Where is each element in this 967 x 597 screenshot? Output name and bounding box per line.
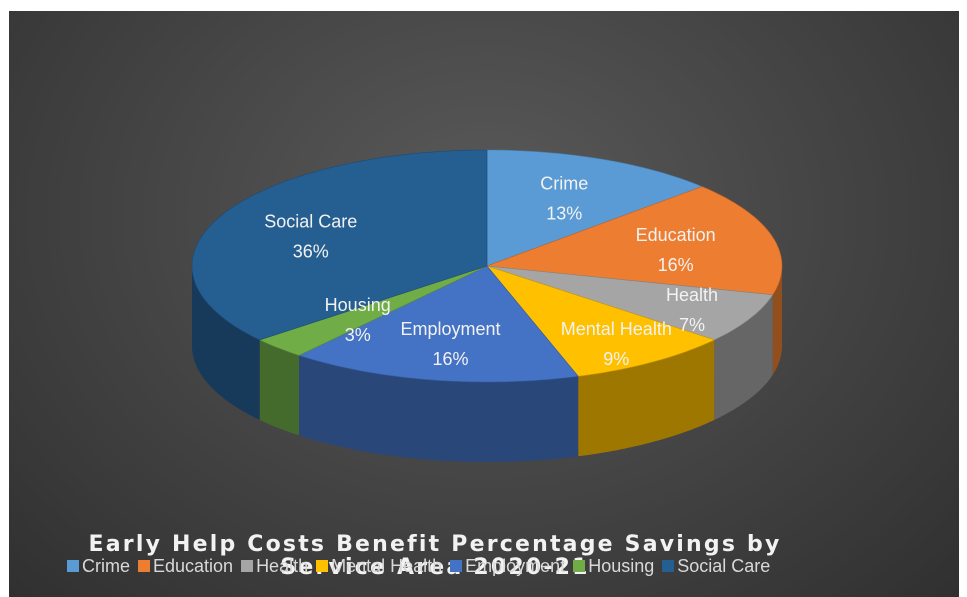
data-label-category: Housing <box>325 295 391 315</box>
legend-label: Health <box>256 555 309 576</box>
slice-employment <box>298 265 579 383</box>
chart-area: Crime 13% Education 16% Health 7% Mental Healt… <box>9 11 959 597</box>
slice-side-education <box>772 266 782 375</box>
legend-label: Housing <box>588 555 655 576</box>
slice-side-housing <box>259 339 299 436</box>
legend-label: Crime <box>82 555 130 576</box>
slice-side-health <box>714 294 773 420</box>
legend-swatch <box>138 560 150 572</box>
slice-side-employment <box>299 355 579 462</box>
data-label-value: 16% <box>658 255 694 275</box>
legend-item: Housing <box>573 556 654 577</box>
data-label-category: Crime <box>540 174 588 194</box>
slice-crime <box>486 149 703 267</box>
slice-housing <box>258 265 488 356</box>
chart-title: Early Help Costs Benefit Percentage Savi… <box>35 533 835 579</box>
legend-swatch <box>573 560 586 572</box>
data-label-category: Education <box>636 225 716 245</box>
legend-swatch <box>450 560 463 572</box>
data-label-value: 3% <box>345 325 371 345</box>
legend-label: Mental Health <box>331 555 443 576</box>
legend-item: Education <box>138 556 233 577</box>
data-label-category: Health <box>666 285 718 305</box>
legend: Crime Education Health Mental Health Employm… <box>67 555 770 577</box>
legend-label: Education <box>153 555 234 576</box>
slice-health <box>486 265 774 341</box>
legend-swatch <box>316 560 329 572</box>
slice-mental-health <box>486 265 716 377</box>
data-label-category: Employment <box>400 319 500 339</box>
legend-label: Social Care <box>677 555 771 576</box>
legend-item: Employment <box>450 556 565 577</box>
slice-social-care <box>191 149 488 341</box>
legend-label: Employment <box>465 555 566 576</box>
data-label-value: 9% <box>603 349 629 369</box>
slice-side-mental-health <box>578 339 715 457</box>
legend-item: Crime <box>67 556 130 577</box>
data-label-category: Social Care <box>264 211 357 231</box>
legend-item: Mental Health <box>316 556 442 577</box>
pie-sides <box>192 266 782 462</box>
data-label-value: 36% <box>293 241 329 261</box>
data-label-value: 16% <box>432 349 468 369</box>
slice-education <box>486 186 783 296</box>
pie-tops <box>191 149 783 383</box>
legend-swatch <box>241 560 254 572</box>
data-label-value: 13% <box>546 204 582 224</box>
data-label-value: 7% <box>679 315 705 335</box>
legend-item: Health <box>241 556 308 577</box>
data-label-category: Mental Health <box>561 319 672 339</box>
pie-chart: Crime 13% Education 16% Health 7% Mental Healt… <box>191 149 783 462</box>
legend-item: Social Care <box>662 556 770 577</box>
legend-swatch <box>67 560 79 572</box>
chart-title-line-2: Service Area 2020-21 <box>280 555 590 580</box>
slice-side-social-care <box>192 266 260 420</box>
pie-labels: Crime 13% Education 16% Health 7% Mental Healt… <box>264 174 718 370</box>
legend-swatch <box>662 560 675 572</box>
chart-title-line-1: Early Help Costs Benefit Percentage Savi… <box>88 532 782 557</box>
